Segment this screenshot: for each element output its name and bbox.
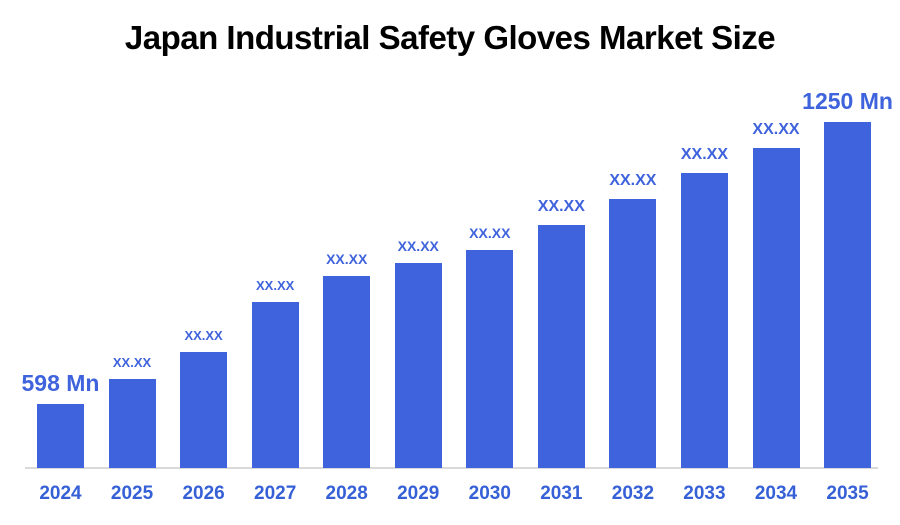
bar-value-label-2028: XX.XX <box>326 251 368 267</box>
bar-2033 <box>680 173 728 468</box>
bar-value-label-2026: XX.XX <box>184 328 223 343</box>
bar-2028 <box>323 276 371 468</box>
x-axis-label-2033: 2033 <box>683 483 726 504</box>
bar-value-label-2032: XX.XX <box>609 172 657 189</box>
bar-value-label-2024: 598 Mn <box>21 370 100 396</box>
x-axis-label-2029: 2029 <box>397 483 440 504</box>
bar-2024 <box>37 404 84 468</box>
x-axis-label-2024: 2024 <box>39 483 82 504</box>
chart-title: Japan Industrial Safety Gloves Market Si… <box>124 19 776 56</box>
bar-value-label-2029: XX.XX <box>397 238 439 254</box>
x-axis-line <box>25 467 878 469</box>
bar-value-label-2031: XX.XX <box>537 198 585 215</box>
bar-2029 <box>394 263 442 468</box>
bar-2032 <box>609 199 657 468</box>
bar-value-label-2035: 1250 Mn <box>802 88 893 114</box>
bar-value-label-2034: XX.XX <box>752 121 800 138</box>
bar-value-label-2027: XX.XX <box>255 278 295 293</box>
bar-value-label-2025: XX.XX <box>112 355 152 370</box>
x-axis-label-2032: 2032 <box>611 483 655 504</box>
bar-2027 <box>251 302 299 468</box>
bar-value-label-2030: XX.XX <box>469 225 511 241</box>
x-axis-label-2025: 2025 <box>110 483 154 504</box>
bar-2025 <box>108 379 156 468</box>
x-axis-label-2026: 2026 <box>182 483 225 504</box>
bar-2035 <box>824 122 872 468</box>
x-axis-label-2028: 2028 <box>325 483 368 504</box>
bar-2031 <box>537 225 585 468</box>
bar-2034 <box>752 148 800 468</box>
x-axis-label-2027: 2027 <box>254 483 297 504</box>
bar-value-label-2033: XX.XX <box>680 146 728 163</box>
bar-2026 <box>180 352 228 468</box>
x-axis-label-2031: 2031 <box>540 483 583 504</box>
x-axis-label-2035: 2035 <box>826 483 869 504</box>
x-axis-label-2030: 2030 <box>468 483 511 504</box>
x-axis-label-2034: 2034 <box>754 483 798 504</box>
bar-2030 <box>466 250 514 468</box>
